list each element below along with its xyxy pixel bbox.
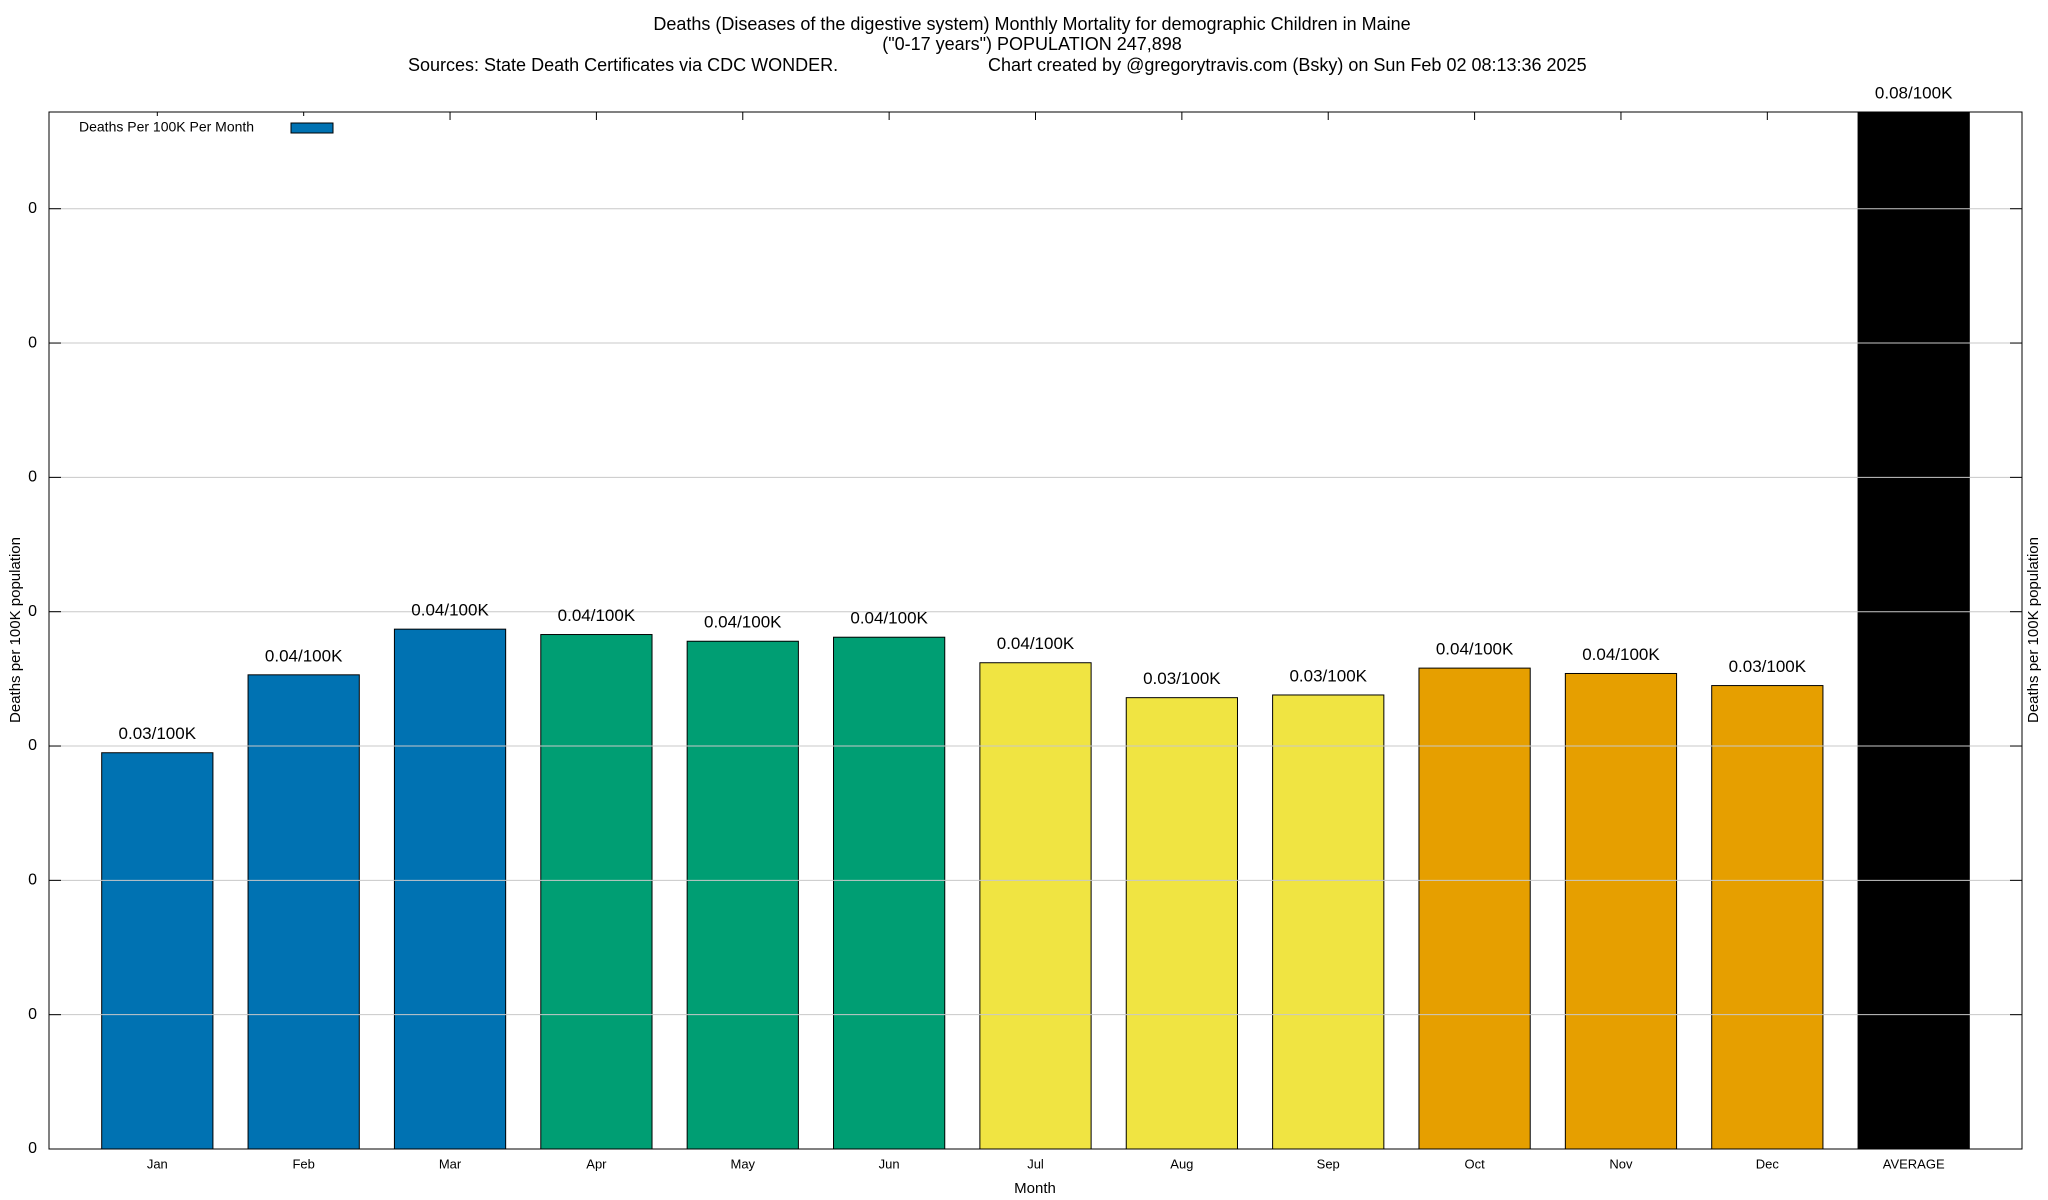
bar bbox=[393, 628, 507, 1149]
x-tick-label: Feb bbox=[292, 1156, 314, 1171]
value-label: 0.04/100K bbox=[850, 609, 928, 628]
x-tick-label: Dec bbox=[1756, 1156, 1780, 1171]
y-tick-label: 0 bbox=[28, 603, 37, 620]
chart-subtitle: ("0-17 years") POPULATION 247,898 bbox=[882, 34, 1182, 54]
y-tick-label: 0 bbox=[28, 1140, 37, 1157]
plot-area bbox=[101, 112, 1970, 1149]
y-tick-label: 0 bbox=[28, 1006, 37, 1023]
y-tick-label: 0 bbox=[28, 872, 37, 889]
value-label: 0.08/100K bbox=[1875, 83, 1953, 102]
bar bbox=[1564, 672, 1678, 1149]
x-tick-label: AVERAGE bbox=[1883, 1156, 1945, 1171]
bar bbox=[101, 752, 214, 1149]
value-label: 0.04/100K bbox=[997, 634, 1075, 653]
bar bbox=[1857, 112, 1970, 1149]
plot-frame bbox=[48, 111, 2023, 1150]
bar bbox=[979, 662, 1092, 1149]
x-tick-label: Oct bbox=[1464, 1156, 1485, 1171]
y-tick-label: 0 bbox=[28, 334, 37, 351]
value-label: 0.03/100K bbox=[1289, 666, 1367, 685]
value-label: 0.03/100K bbox=[1143, 669, 1221, 688]
value-label: 0.04/100K bbox=[265, 646, 343, 665]
y-axis-label: Deaths per 100K population bbox=[7, 537, 24, 723]
bar bbox=[1711, 685, 1824, 1149]
value-label: 0.04/100K bbox=[1436, 640, 1514, 659]
value-label: 0.04/100K bbox=[704, 613, 782, 632]
bar bbox=[1272, 694, 1385, 1149]
x-tick-label: Aug bbox=[1170, 1156, 1193, 1171]
legend-swatch bbox=[290, 122, 334, 134]
x-tick-label: Nov bbox=[1609, 1156, 1633, 1171]
y2-axis-label: Deaths per 100K population bbox=[2025, 537, 2042, 723]
x-tick-label: Jul bbox=[1027, 1156, 1044, 1171]
x-tick-label: Sep bbox=[1317, 1156, 1340, 1171]
x-tick-label: Jun bbox=[879, 1156, 900, 1171]
bar bbox=[833, 636, 946, 1149]
bar bbox=[247, 674, 360, 1149]
x-tick-label: May bbox=[730, 1156, 755, 1171]
bar bbox=[686, 640, 799, 1149]
x-axis-label: Month bbox=[1014, 1180, 1056, 1197]
y-tick-label: 0 bbox=[28, 737, 37, 754]
x-tick-label: Mar bbox=[439, 1156, 462, 1171]
x-tick-label: Apr bbox=[586, 1156, 607, 1171]
value-label: 0.04/100K bbox=[1582, 645, 1660, 664]
value-label: 0.03/100K bbox=[119, 724, 197, 743]
credit: Chart created by @gregorytravis.com (Bsk… bbox=[988, 55, 1587, 75]
legend-label: Deaths Per 100K Per Month bbox=[79, 119, 254, 135]
bar bbox=[1418, 667, 1531, 1149]
x-tick-label: Jan bbox=[147, 1156, 168, 1171]
bar bbox=[540, 634, 653, 1149]
y-tick-label: 0 bbox=[28, 200, 37, 217]
y-tick-label: 0 bbox=[28, 469, 37, 486]
value-label: 0.03/100K bbox=[1729, 657, 1807, 676]
chart-title: Deaths (Diseases of the digestive system… bbox=[653, 14, 1410, 34]
value-label: 0.04/100K bbox=[558, 606, 636, 625]
bar bbox=[1125, 697, 1238, 1149]
value-label: 0.04/100K bbox=[411, 601, 489, 620]
sources: Sources: State Death Certificates via CD… bbox=[408, 55, 838, 75]
